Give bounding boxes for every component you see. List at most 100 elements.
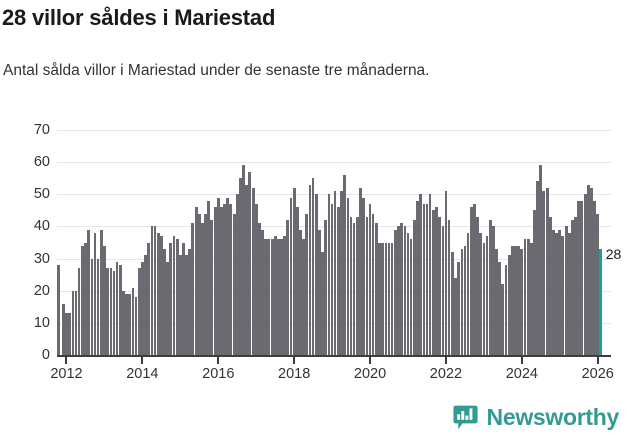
bar (371, 213, 375, 355)
bar (409, 239, 413, 355)
bar (387, 242, 391, 355)
chart-subtitle: Antal sålda villor i Mariestad under de … (3, 62, 430, 79)
bar (479, 232, 483, 355)
x-axis-tick (520, 357, 523, 364)
bar (476, 216, 479, 355)
bar (413, 220, 416, 355)
y-axis-tick-label: 20 (33, 282, 50, 299)
bar (551, 229, 555, 355)
bar (504, 265, 508, 355)
bar (292, 187, 296, 355)
x-axis-tick (369, 357, 372, 364)
bar (125, 293, 128, 355)
bar (337, 207, 340, 355)
bar (238, 178, 242, 355)
bar (188, 248, 192, 355)
bar (390, 242, 394, 355)
bar (362, 197, 365, 355)
x-axis-tick-label: 2022 (429, 366, 463, 382)
bar (555, 232, 559, 355)
x-axis-tick (141, 357, 144, 364)
bar (586, 184, 590, 355)
bar (403, 226, 407, 355)
bar (330, 203, 334, 355)
bar (280, 239, 283, 355)
bar (223, 203, 227, 355)
bar (131, 287, 135, 355)
bar (589, 187, 593, 355)
bar (159, 236, 163, 355)
bar (384, 242, 388, 355)
bar (150, 226, 154, 355)
x-axis-labels: 2012 2014 2016 2018 2020 2022 2024 2026 (50, 366, 614, 388)
bar (577, 200, 581, 355)
x-axis-tick-label: 2018 (278, 366, 311, 382)
bar (119, 265, 122, 355)
bar (444, 191, 448, 355)
x-axis-tick-label: 2014 (126, 366, 159, 382)
bar (286, 220, 290, 355)
bar (498, 261, 502, 355)
bar (264, 239, 268, 355)
bar (359, 187, 362, 355)
bar (137, 268, 141, 355)
bar (466, 232, 470, 355)
x-axis-tick (444, 357, 447, 364)
plot-area: 28 (57, 130, 621, 357)
bar (166, 261, 170, 355)
bar (163, 248, 166, 355)
bar (567, 232, 571, 355)
bar (74, 290, 78, 355)
y-axis-tick-label: 60 (33, 153, 50, 170)
bar (115, 261, 119, 355)
bar (191, 223, 195, 355)
bar (93, 232, 97, 355)
bar (425, 203, 429, 355)
bar (517, 245, 521, 355)
bar (460, 248, 464, 355)
bar (495, 248, 498, 355)
x-axis-tick-label: 2026 (581, 366, 614, 382)
bar (548, 216, 552, 355)
x-axis-tick-label: 2016 (202, 366, 235, 382)
bar (526, 239, 530, 355)
y-axis-tick-label: 40 (33, 218, 50, 235)
bar (295, 207, 299, 355)
x-axis-tick (293, 357, 296, 364)
bar (397, 226, 400, 355)
bar (324, 220, 327, 355)
bar (156, 232, 160, 355)
bar (216, 197, 220, 355)
bar (438, 216, 441, 355)
bar (545, 187, 549, 355)
bar (248, 171, 252, 355)
bar (340, 191, 343, 355)
bar (536, 181, 540, 355)
bar (283, 236, 287, 355)
bar (454, 277, 457, 355)
bar (87, 229, 90, 355)
bar (194, 207, 198, 355)
bar (144, 255, 147, 355)
bar (62, 303, 65, 355)
bar (84, 242, 87, 355)
bar (169, 242, 173, 355)
bar (561, 236, 565, 355)
bar (81, 245, 84, 355)
bar (356, 216, 359, 355)
bar (254, 203, 258, 355)
bar (488, 220, 492, 355)
bar (583, 194, 587, 355)
bar (327, 194, 331, 355)
bar (289, 197, 293, 355)
bar (175, 239, 179, 355)
bar (558, 229, 562, 355)
bar (428, 194, 432, 355)
bar (501, 284, 505, 355)
bar (267, 239, 271, 355)
bar (510, 245, 514, 355)
bar (441, 226, 445, 355)
bar (270, 239, 274, 355)
x-axis-tick (596, 357, 599, 364)
bar (352, 223, 356, 355)
